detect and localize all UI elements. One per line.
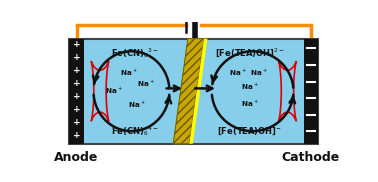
Text: +: +: [73, 53, 81, 62]
Text: Na$^+$: Na$^+$: [241, 99, 259, 109]
Text: Anode: Anode: [54, 151, 99, 164]
Text: Cathode: Cathode: [282, 151, 340, 164]
Text: Fe(CN)$_6$$^{4-}$: Fe(CN)$_6$$^{4-}$: [111, 124, 158, 138]
Text: Na$^+$: Na$^+$: [241, 82, 259, 92]
Polygon shape: [173, 39, 204, 144]
Bar: [69, 39, 318, 144]
Bar: [69, 39, 84, 144]
Text: +: +: [73, 40, 81, 49]
Text: +: +: [73, 131, 81, 140]
Text: Na$^+$: Na$^+$: [105, 86, 123, 96]
Text: Na$^+$: Na$^+$: [129, 100, 146, 110]
Text: +: +: [73, 118, 81, 127]
Text: Na$^+$: Na$^+$: [249, 68, 267, 78]
Text: Na$^+$: Na$^+$: [229, 68, 247, 78]
Text: +: +: [73, 79, 81, 88]
Text: Na$^+$: Na$^+$: [120, 68, 138, 78]
Text: [Fe(TEA)OH]$^{2-}$: [Fe(TEA)OH]$^{2-}$: [215, 46, 285, 59]
Text: Fe(CN)$_6$$^{3-}$: Fe(CN)$_6$$^{3-}$: [111, 46, 158, 60]
Text: +: +: [73, 92, 81, 101]
Polygon shape: [189, 39, 208, 144]
Text: +: +: [73, 66, 81, 75]
Bar: [304, 39, 318, 144]
Text: [Fe(TEA)OH]$^{-}$: [Fe(TEA)OH]$^{-}$: [217, 126, 282, 137]
Text: +: +: [73, 105, 81, 114]
Text: Na$^+$: Na$^+$: [137, 79, 155, 89]
